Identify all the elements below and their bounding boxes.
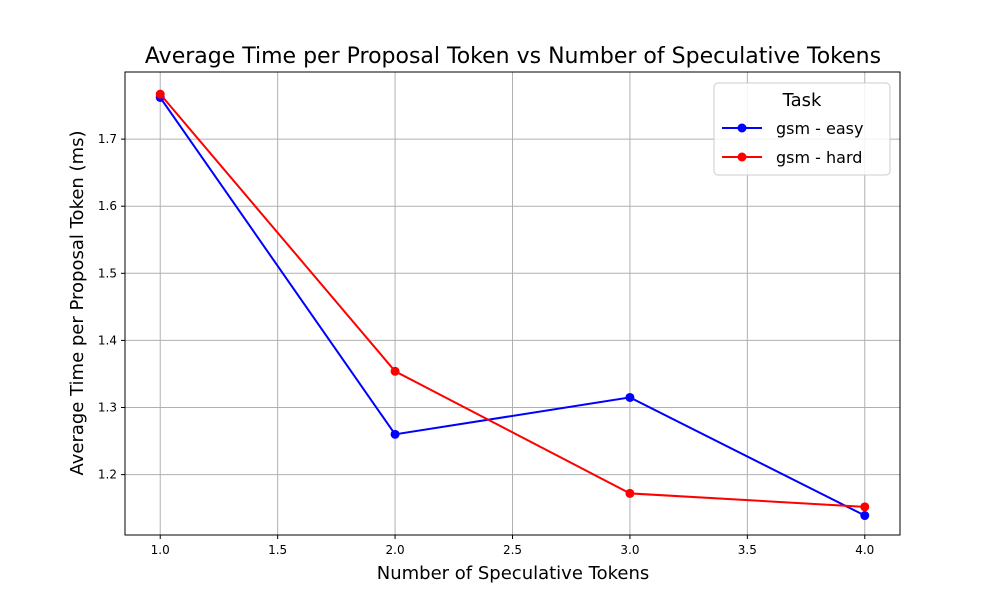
legend-marker-gsm-hard [737, 152, 747, 162]
data-point-gsm-hard [860, 502, 870, 512]
y-tick-label: 1.7 [98, 132, 117, 146]
x-tick-label: 3.5 [738, 543, 757, 557]
series-layer [155, 89, 870, 521]
x-tick-label: 2.0 [386, 543, 405, 557]
series-line-gsm-hard [159, 93, 865, 508]
data-point-gsm-easy [625, 392, 635, 402]
y-tick-label: 1.3 [98, 401, 117, 415]
y-tick-label: 1.2 [98, 468, 117, 482]
series-line-gsm-easy [159, 96, 866, 517]
x-tick-label: 3.0 [620, 543, 639, 557]
legend: Task gsm - easy gsm - hard [713, 82, 891, 176]
legend-entries: gsm - easy gsm - hard [722, 119, 863, 167]
legend-entry-gsm-easy: gsm - easy [722, 119, 863, 138]
legend-box [713, 82, 891, 176]
x-axis-ticks: 1.0 1.5 2.0 2.5 3.0 3.5 4.0 [151, 535, 874, 557]
legend-title: Task [782, 90, 822, 111]
y-tick-label: 1.5 [98, 266, 117, 280]
x-tick-label: 4.0 [855, 543, 874, 557]
x-tick-label: 1.5 [268, 543, 287, 557]
data-point-gsm-easy [390, 429, 400, 439]
y-axis-label: Average Time per Proposal Token (ms) [67, 130, 88, 475]
x-axis-label: Number of Speculative Tokens [377, 563, 649, 584]
x-tick-label: 1.0 [151, 543, 170, 557]
legend-label-gsm-hard: gsm - hard [776, 148, 862, 167]
legend-entry-gsm-hard: gsm - hard [722, 148, 862, 167]
y-tick-label: 1.4 [98, 333, 117, 347]
y-tick-label: 1.6 [98, 199, 117, 213]
x-tick-label: 2.5 [503, 543, 522, 557]
legend-label-gsm-easy: gsm - easy [776, 119, 863, 138]
data-point-gsm-easy [860, 511, 870, 521]
data-point-gsm-hard [625, 488, 635, 498]
y-axis-ticks: 1.2 1.3 1.4 1.5 1.6 1.7 [98, 132, 125, 482]
chart-title: Average Time per Proposal Token vs Numbe… [145, 44, 881, 69]
data-point-gsm-hard [155, 89, 165, 99]
legend-marker-gsm-easy [737, 123, 747, 133]
data-point-gsm-hard [390, 366, 400, 376]
